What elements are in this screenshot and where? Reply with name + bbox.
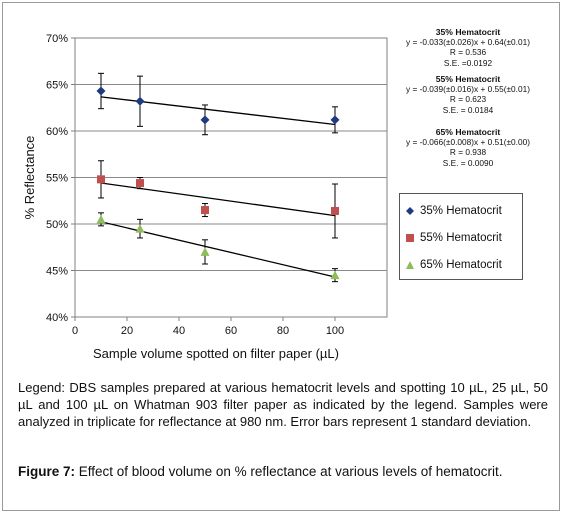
- legend-diamond-marker: [406, 206, 414, 215]
- legend-label-35: 35% Hematocrit: [420, 205, 502, 217]
- data-point-triangle: [200, 247, 210, 256]
- y-tick-label: 40%: [46, 312, 68, 324]
- equation-se-55: S.E. = 0.0184: [442, 104, 494, 115]
- y-tick-label: 50%: [46, 219, 68, 231]
- legend-item-35: 35% Hematocrit: [406, 203, 502, 219]
- x-axis-label: Sample volume spotted on filter paper (µ…: [93, 346, 339, 361]
- equation-r-55: R = 0.623: [449, 94, 487, 105]
- reflectance-chart: 40% 45% 50% 55% 60% 65% 70% 0 20 40 60 80 100 Sample …: [22, 33, 388, 361]
- data-point-square: [331, 206, 339, 215]
- equation-title-35: 35% Hematocrit: [435, 27, 501, 37]
- equation-block-55: 55% Hematocrit y = -0.039(±0.016)x + 0.5…: [378, 74, 558, 115]
- equation-se-35: S.E. =0.0192: [443, 57, 493, 68]
- equation-r-65: R = 0.938: [449, 147, 487, 158]
- figure-caption: Figure 7: Effect of blood volume on % re…: [18, 463, 548, 480]
- data-point-square: [97, 175, 105, 184]
- legend-square-marker: [406, 233, 414, 242]
- equation-se-65: S.E. = 0.0090: [442, 157, 494, 168]
- x-tick-label: 100: [326, 325, 344, 337]
- legend-triangle-marker: [406, 260, 414, 269]
- figure-frame: [2, 2, 560, 511]
- data-point-diamond: [330, 115, 340, 125]
- x-tick-label: 0: [72, 325, 78, 337]
- equation-title-65: 65% Hematocrit: [435, 127, 501, 137]
- equation-text-55: y = -0.039(±0.016)x + 0.55(±0.01): [406, 84, 530, 95]
- chart-legend: 35% Hematocrit 55% Hematocrit 65% Hemato…: [399, 193, 523, 280]
- legend-item-55: 55% Hematocrit: [406, 230, 502, 246]
- x-tick-label: 60: [225, 325, 237, 337]
- data-point-diamond: [135, 96, 145, 106]
- equation-text-65: y = -0.066(±0.008)x + 0.51(±0.00): [406, 137, 530, 148]
- data-point-square: [201, 206, 209, 215]
- legend-label-65: 65% Hematocrit: [420, 259, 502, 271]
- y-axis-label: % Reflectance: [22, 136, 37, 220]
- y-tick-label: 45%: [46, 266, 68, 278]
- y-tick-label: 60%: [46, 126, 68, 138]
- data-point-triangle: [135, 224, 145, 233]
- data-point-triangle: [96, 214, 106, 224]
- legend-caption: Legend: DBS samples prepared at various …: [18, 380, 548, 429]
- legend-label-55: 55% Hematocrit: [420, 232, 502, 244]
- data-point-diamond: [96, 86, 106, 96]
- y-tick-label: 55%: [46, 173, 68, 185]
- figure-label: Figure 7:: [18, 464, 76, 479]
- x-tick-label: 20: [121, 325, 133, 337]
- x-tick-label: 40: [173, 325, 185, 337]
- data-point-diamond: [200, 115, 210, 125]
- x-tick-label: 80: [277, 325, 289, 337]
- legend-item-65: 65% Hematocrit: [406, 257, 502, 273]
- y-tick-label: 70%: [46, 33, 68, 45]
- data-point-triangle: [330, 270, 340, 280]
- figure-title: Effect of blood volume on % reflectance …: [75, 464, 503, 479]
- equation-block-65: 65% Hematocrit y = -0.066(±0.008)x + 0.5…: [378, 127, 558, 168]
- equation-r-35: R = 0.536: [449, 47, 487, 58]
- equation-text-35: y = -0.033(±0.026)x + 0.64(±0.01): [406, 37, 530, 48]
- equation-title-55: 55% Hematocrit: [435, 74, 501, 84]
- y-tick-label: 65%: [46, 80, 68, 92]
- equation-block-35: 35% Hematocrit y = -0.033(±0.026)x + 0.6…: [378, 27, 558, 68]
- data-point-square: [136, 179, 144, 188]
